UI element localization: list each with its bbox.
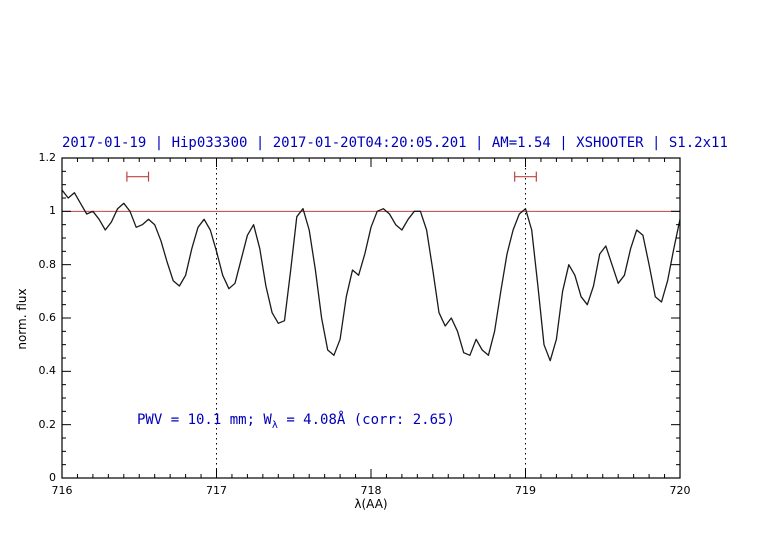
pwv-annotation: PWV = 10.1 mm; Wλ = 4.08Å (corr: 2.65) [137,412,455,431]
x-axis-label: λ(AA) [354,497,388,511]
y-tick-label: 0.4 [38,364,57,378]
x-tick-label: 719 [515,484,536,497]
spectrum-line [61,189,681,362]
pwv-annotation-sub-lambda: λ [271,419,278,431]
band-range-marker [514,171,537,182]
x-tick-label: 718 [360,484,382,497]
y-tick-label: 0.6 [38,311,57,324]
plot-title: 2017-01-19 | Hip033300 | 2017-01-20T04:2… [62,135,728,151]
x-tick-label: 716 [51,484,73,497]
pwv-annotation-suffix: = 4.08Å (corr: 2.65) [277,412,455,428]
pwv-annotation-prefix: PWV = 10.1 mm; W [137,412,272,428]
x-tick-label: 717 [206,484,227,497]
band-range-marker [126,171,150,182]
y-tick-label: 0 [49,471,56,484]
x-tick-label: 720 [669,484,691,497]
y-tick-label: 1.2 [38,151,57,164]
y-tick-label: 0.8 [38,257,57,271]
y-tick-label: 0.2 [38,417,57,431]
y-tick-label: 1 [49,204,56,218]
